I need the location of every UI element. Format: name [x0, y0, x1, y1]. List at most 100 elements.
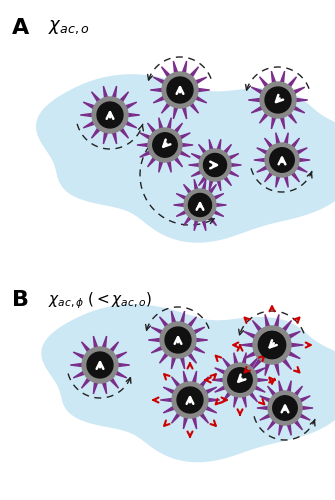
Circle shape	[167, 77, 193, 103]
Polygon shape	[281, 357, 291, 370]
Polygon shape	[234, 394, 238, 407]
Polygon shape	[215, 368, 227, 375]
Polygon shape	[180, 355, 185, 369]
Circle shape	[268, 391, 302, 425]
Polygon shape	[255, 378, 268, 382]
Polygon shape	[137, 144, 150, 146]
Polygon shape	[187, 352, 197, 363]
Polygon shape	[91, 92, 102, 104]
Circle shape	[92, 97, 128, 133]
Polygon shape	[102, 380, 107, 394]
Polygon shape	[284, 132, 288, 146]
Polygon shape	[289, 343, 304, 347]
Circle shape	[165, 327, 191, 353]
Circle shape	[189, 194, 211, 216]
Polygon shape	[109, 342, 119, 353]
Circle shape	[253, 326, 291, 364]
Polygon shape	[286, 77, 296, 88]
Polygon shape	[265, 361, 270, 376]
Polygon shape	[298, 413, 310, 420]
Polygon shape	[198, 412, 208, 423]
Circle shape	[228, 368, 252, 392]
Polygon shape	[147, 123, 157, 134]
Polygon shape	[191, 154, 203, 160]
Circle shape	[82, 347, 118, 383]
Polygon shape	[286, 350, 300, 358]
Polygon shape	[173, 156, 183, 167]
Text: $\chi_{ac,\phi}\;(<\chi_{ac,o})$: $\chi_{ac,\phi}\;(<\chi_{ac,o})$	[48, 290, 152, 310]
Polygon shape	[298, 396, 310, 403]
Circle shape	[223, 363, 257, 397]
Polygon shape	[290, 170, 299, 182]
Polygon shape	[207, 215, 216, 226]
Polygon shape	[227, 170, 239, 176]
Polygon shape	[153, 96, 166, 103]
Polygon shape	[112, 130, 117, 144]
Polygon shape	[280, 115, 285, 129]
Polygon shape	[203, 406, 217, 413]
Polygon shape	[271, 71, 276, 85]
Polygon shape	[148, 338, 162, 342]
Polygon shape	[191, 170, 203, 176]
Text: A: A	[12, 18, 29, 38]
Circle shape	[273, 396, 297, 420]
Polygon shape	[242, 352, 246, 366]
Polygon shape	[244, 350, 258, 358]
Polygon shape	[83, 120, 96, 128]
Polygon shape	[279, 422, 283, 436]
Polygon shape	[265, 170, 274, 182]
Polygon shape	[172, 355, 176, 369]
Polygon shape	[244, 332, 258, 340]
Polygon shape	[222, 390, 232, 402]
Polygon shape	[172, 311, 176, 325]
Polygon shape	[182, 61, 187, 75]
Polygon shape	[112, 86, 117, 100]
Polygon shape	[229, 164, 242, 166]
Polygon shape	[124, 120, 137, 128]
Polygon shape	[91, 126, 102, 138]
Polygon shape	[140, 150, 152, 157]
Polygon shape	[295, 165, 307, 172]
Polygon shape	[151, 327, 164, 334]
Circle shape	[184, 189, 216, 221]
Polygon shape	[194, 96, 207, 103]
Polygon shape	[183, 371, 188, 385]
Polygon shape	[174, 204, 186, 206]
Polygon shape	[293, 418, 303, 430]
Circle shape	[148, 128, 182, 162]
Polygon shape	[184, 184, 193, 195]
Polygon shape	[104, 86, 108, 100]
Polygon shape	[265, 314, 270, 329]
Polygon shape	[271, 115, 276, 129]
Polygon shape	[192, 415, 197, 429]
Circle shape	[270, 148, 294, 172]
Polygon shape	[265, 138, 274, 149]
Polygon shape	[286, 112, 296, 123]
Polygon shape	[214, 204, 226, 206]
Polygon shape	[160, 398, 174, 402]
Polygon shape	[176, 210, 188, 216]
Polygon shape	[80, 113, 94, 117]
Polygon shape	[183, 415, 188, 429]
Text: B: B	[12, 290, 29, 310]
Polygon shape	[180, 311, 185, 325]
Polygon shape	[119, 92, 129, 104]
Polygon shape	[212, 210, 224, 216]
Polygon shape	[194, 77, 207, 84]
Polygon shape	[109, 376, 119, 388]
Polygon shape	[212, 194, 224, 200]
Polygon shape	[189, 164, 201, 166]
Polygon shape	[73, 370, 86, 378]
Polygon shape	[203, 387, 217, 394]
Polygon shape	[81, 376, 91, 388]
Polygon shape	[216, 178, 221, 190]
Polygon shape	[172, 412, 182, 423]
Polygon shape	[257, 148, 269, 155]
Polygon shape	[114, 352, 127, 360]
Circle shape	[162, 72, 198, 108]
Polygon shape	[184, 215, 193, 226]
Polygon shape	[153, 77, 166, 84]
Polygon shape	[222, 358, 232, 370]
Polygon shape	[276, 132, 280, 146]
Polygon shape	[257, 165, 269, 172]
